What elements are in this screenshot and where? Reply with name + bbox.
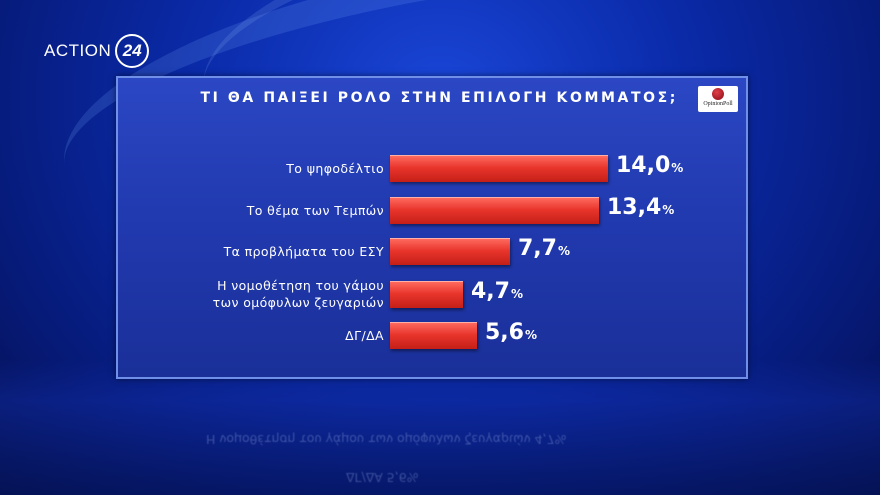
pollster-logo-icon (712, 88, 724, 100)
bar (390, 155, 608, 182)
chart-title: ΤΙ ΘΑ ΠΑΙΞΕΙ ΡΟΛΟ ΣΤΗΝ ΕΠΙΛΟΓΗ ΚΟΜΜΑΤΟΣ; (200, 90, 678, 106)
channel-logo: ACTION 24 (44, 34, 150, 68)
chart-panel: ΤΙ ΘΑ ΠΑΙΞΕΙ ΡΟΛΟ ΣΤΗΝ ΕΠΙΛΟΓΗ ΚΟΜΜΑΤΟΣ;… (116, 76, 748, 379)
value-number: 7,7 (518, 236, 557, 261)
category-label-line: Το θέμα των Τεμπών (246, 202, 384, 218)
value-label: 14,0% (616, 153, 683, 178)
background-floor (0, 360, 880, 495)
value-percent-sign: % (510, 287, 524, 301)
bar (390, 281, 463, 308)
value-label: 4,7% (471, 279, 523, 304)
category-label-line: Το ψηφοδέλτιο (286, 160, 384, 176)
value-label: 13,4% (607, 195, 674, 220)
value-number: 13,4 (607, 195, 662, 220)
channel-logo-number: 24 (115, 34, 150, 68)
value-percent-sign: % (671, 161, 684, 175)
category-label-line: ΔΓ/ΔΑ (345, 327, 384, 343)
channel-logo-word: ACTION (44, 41, 112, 60)
value-label: 5,6% (485, 320, 537, 345)
value-percent-sign: % (557, 244, 571, 258)
category-label: Το θέμα των Τεμπών (247, 202, 384, 219)
category-label-line: των ομόφυλων ζευγαριών (212, 295, 384, 310)
category-label-line: Η νομοθέτηση του γάμου (217, 278, 384, 293)
value-number: 14,0 (616, 153, 671, 178)
value-percent-sign: % (524, 328, 538, 342)
value-percent-sign: % (662, 203, 675, 217)
category-label: Τα προβλήματα του ΕΣΥ (224, 243, 384, 260)
pollster-logo: OpinionPoll (698, 86, 738, 112)
pollster-logo-text: OpinionPoll (703, 101, 733, 107)
bar (390, 197, 599, 224)
category-label: Το ψηφοδέλτιο (286, 160, 384, 177)
bar (390, 322, 477, 349)
category-label-line: Τα προβλήματα του ΕΣΥ (223, 243, 384, 259)
value-number: 5,6 (485, 320, 524, 345)
bar (390, 238, 510, 265)
value-number: 4,7 (471, 279, 510, 304)
category-label: ΔΓ/ΔΑ (345, 327, 384, 344)
value-label: 7,7% (518, 236, 570, 261)
category-label: Η νομοθέτηση του γάμου των ομόφυλων ζευγα… (213, 277, 384, 311)
